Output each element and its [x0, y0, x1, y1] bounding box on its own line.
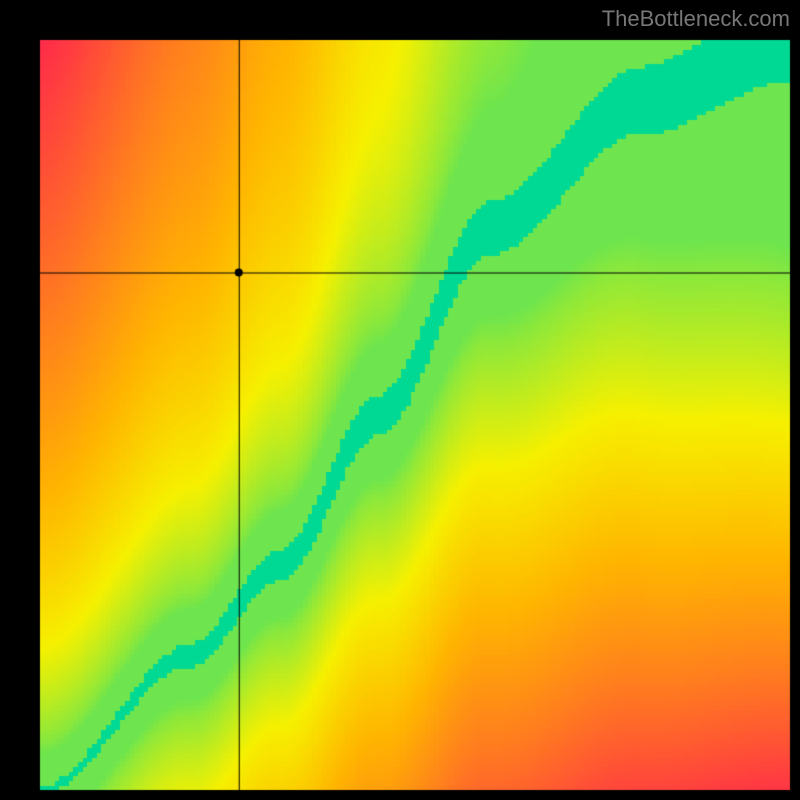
bottleneck-heatmap — [0, 0, 800, 800]
watermark-text: TheBottleneck.com — [602, 6, 790, 32]
